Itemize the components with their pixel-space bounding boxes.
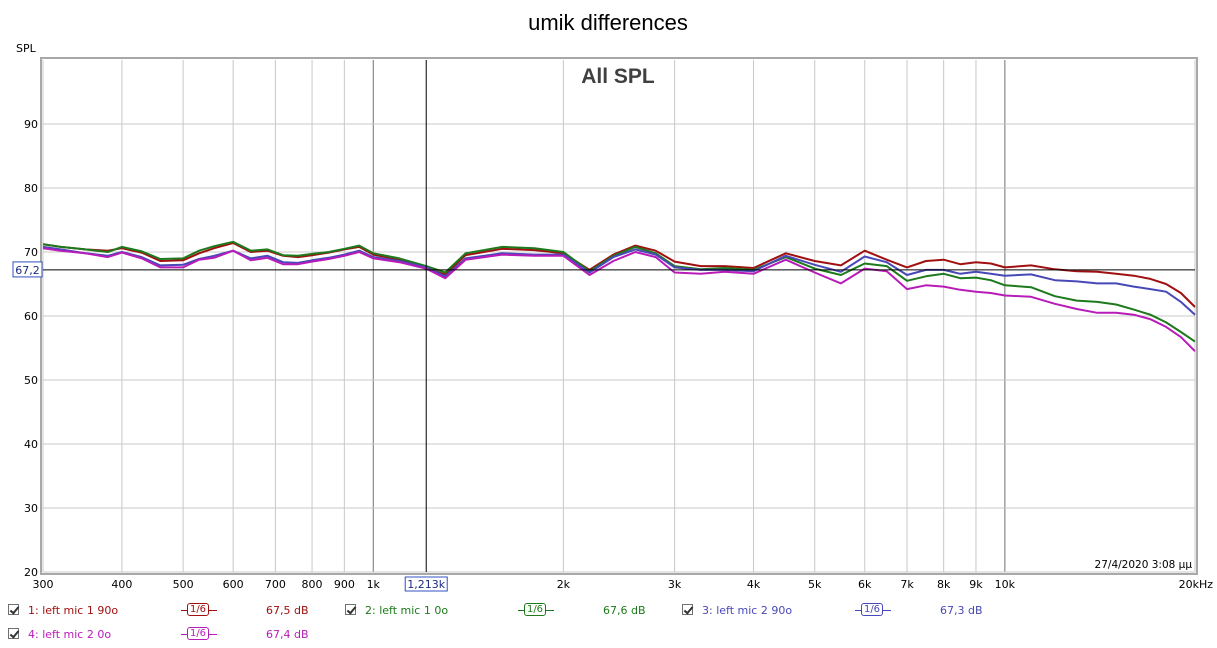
series-4-checkbox[interactable] — [8, 628, 19, 639]
x-tick-label: 6k — [858, 578, 872, 591]
series-3-smoothing-label: 1/6 — [861, 603, 883, 616]
series-1-checkbox[interactable] — [8, 604, 19, 615]
series-line-4 — [42, 247, 1196, 352]
series-4-value: 67,4 dB — [266, 628, 309, 641]
series-1-name: 1: left mic 1 90o — [28, 604, 119, 617]
series-line-3 — [42, 245, 1196, 316]
chart-subtitle: All SPL — [581, 65, 655, 88]
series-2-smoothing-label: 1/6 — [524, 603, 546, 616]
chart: umik differences SPL All SPL 67,21,213k … — [12, 10, 1214, 592]
y-tick-label: 70 — [24, 246, 38, 259]
cursor-x-label: 1,213k — [407, 578, 445, 591]
x-tick-label: 1k — [367, 578, 381, 591]
series-2-name: 2: left mic 1 0o — [365, 604, 449, 617]
x-tick-label: 700 — [265, 578, 286, 591]
x-tick-label: 10k — [995, 578, 1016, 591]
cursor-y-label: 67,2 — [15, 264, 40, 277]
y-tick-label: 50 — [24, 374, 38, 387]
x-tick-label: 400 — [111, 578, 132, 591]
x-tick-label: 7k — [900, 578, 914, 591]
series-3-value: 67,3 dB — [940, 604, 983, 617]
series-1-smoothing-label: 1/6 — [187, 603, 209, 616]
x-tick-label: 3k — [668, 578, 682, 591]
y-axis-label: SPL — [16, 42, 37, 55]
x-tick-label: 900 — [334, 578, 355, 591]
x-tick-label: 300 — [33, 578, 54, 591]
timestamp: 27/4/2020 3:08 μμ — [1095, 559, 1193, 571]
series-2-checkbox[interactable] — [345, 604, 356, 615]
x-tick-label: 5k — [808, 578, 822, 591]
x-tick-label: 600 — [223, 578, 244, 591]
series-1-value: 67,5 dB — [266, 604, 309, 617]
x-tick-label: 9k — [969, 578, 983, 591]
x-tick-label: 4k — [747, 578, 761, 591]
series-lines — [42, 240, 1196, 352]
series-2-smoothing-button[interactable]: 1/6 — [518, 602, 554, 618]
x-tick-label: 20kHz — [1179, 578, 1214, 591]
y-axis-ticks: 20 30 40 50 60 70 80 90 — [24, 118, 38, 579]
y-tick-label: 60 — [24, 310, 38, 323]
series-3-checkbox[interactable] — [682, 604, 693, 615]
y-tick-label: 40 — [24, 438, 38, 451]
x-tick-label: 800 — [302, 578, 323, 591]
cursor-y-label-box — [12, 261, 43, 278]
chart-title: umik differences — [528, 10, 688, 35]
y-tick-label: 20 — [24, 566, 38, 579]
y-tick-label: 80 — [24, 182, 38, 195]
y-tick-label: 30 — [24, 502, 38, 515]
x-tick-label: 500 — [173, 578, 194, 591]
series-3-smoothing-button[interactable]: 1/6 — [855, 602, 891, 618]
series-line-1 — [42, 242, 1196, 308]
cursor-x-label-box — [404, 576, 448, 592]
y-tick-label: 90 — [24, 118, 38, 131]
x-tick-label: 2k — [557, 578, 571, 591]
series-2-value: 67,6 dB — [603, 604, 646, 617]
series-1-smoothing-button[interactable]: 1/6 — [181, 602, 217, 618]
series-3-name: 3: left mic 2 90o — [702, 604, 793, 617]
cursor[interactable]: 67,2 1,213k — [12, 60, 1195, 592]
series-4-smoothing-label: 1/6 — [187, 627, 209, 640]
x-axis-ticks: 300 400 500 600 700 800 900 1k 2k 3k 4k 5k 6k 7k 8k 9k 1… — [33, 578, 1214, 591]
grid — [42, 60, 1196, 573]
legend: 1: left mic 1 90o 1/6 67,5 dB 2: left mi… — [0, 598, 1217, 648]
series-4-name: 4: left mic 2 0o — [28, 628, 112, 641]
series-line-2 — [42, 240, 1196, 343]
plot-border — [40, 57, 1198, 575]
series-4-smoothing-button[interactable]: 1/6 — [181, 626, 217, 642]
x-tick-label: 8k — [937, 578, 951, 591]
